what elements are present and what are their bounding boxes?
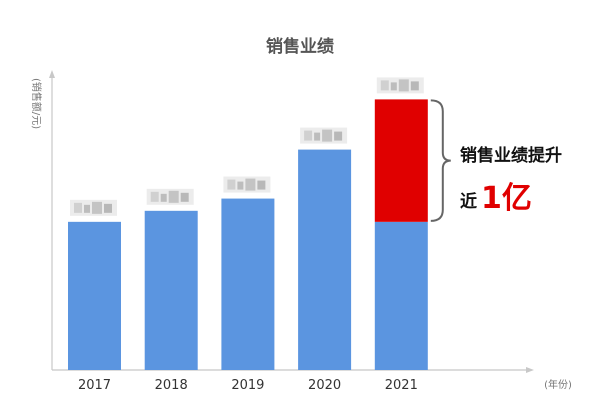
bar-2017 (68, 221, 121, 370)
annotation: 销售业绩提升 近 1亿 (430, 99, 562, 222)
bar-2021-increase (374, 99, 428, 222)
data-label-2017-blurred (70, 199, 117, 216)
bar-2021-base (374, 221, 428, 370)
annotation-line1: 销售业绩提升 (460, 145, 562, 166)
x-tick-2019: 2019 (231, 378, 264, 393)
bar-2019 (221, 198, 275, 370)
y-axis-arrow-icon (49, 70, 55, 78)
annotation-prefix: 近 (460, 191, 477, 212)
x-axis-label: (年份) (544, 378, 572, 391)
x-tick-2021: 2021 (385, 378, 418, 393)
brace-icon (430, 99, 451, 222)
bar-2018 (144, 210, 198, 370)
x-axis-arrow-icon (526, 367, 534, 373)
x-tick-2017: 2017 (78, 378, 111, 393)
x-tick-2020: 2020 (308, 378, 341, 393)
data-label-2019-blurred (223, 176, 271, 193)
x-axis (52, 367, 534, 373)
data-label-2020-blurred (300, 127, 348, 144)
data-label-2021-blurred (376, 77, 424, 94)
bar-2020 (298, 149, 352, 370)
x-tick-2018: 2018 (155, 378, 188, 393)
y-axis-label: (销售额/元) (30, 78, 43, 129)
annotation-amount: 1亿 (481, 181, 532, 216)
chart-title: 销售业绩 (266, 36, 334, 57)
y-axis (49, 70, 55, 370)
data-label-2018-blurred (146, 188, 194, 205)
